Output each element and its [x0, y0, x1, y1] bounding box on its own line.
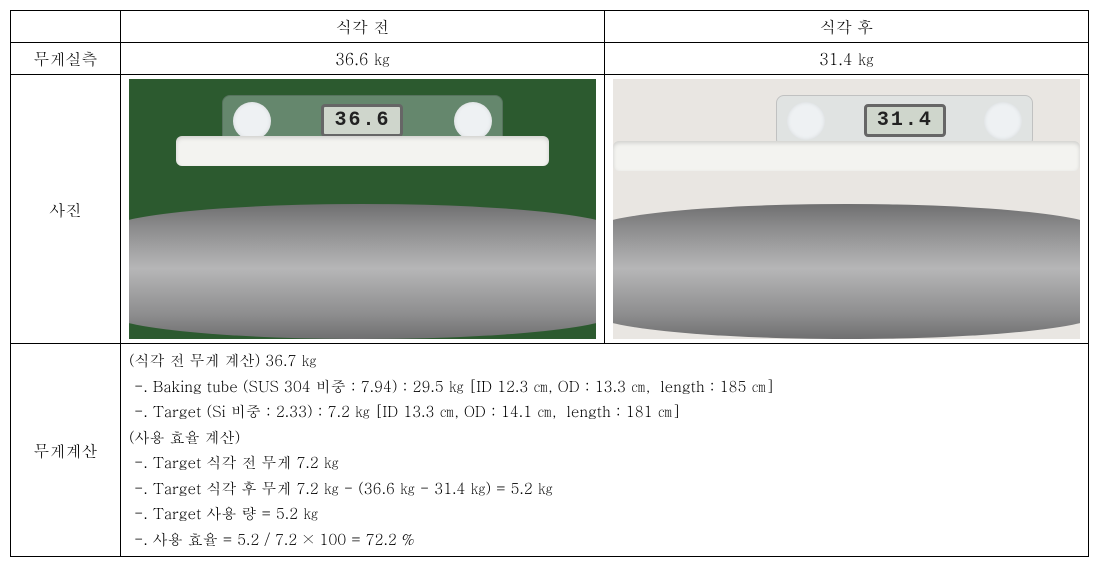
- calc-line: -. Target 식각 후 무게 7.2 ㎏ - (36.6 ㎏ - 31.4…: [129, 476, 1080, 502]
- scale-lcd-before: 36.6: [321, 104, 403, 137]
- calc-line: (사용 효율 계산): [129, 425, 1080, 451]
- header-blank: [11, 11, 121, 43]
- photo-after-cell: 31.4: [605, 75, 1089, 344]
- cylinder-tube: [129, 204, 596, 339]
- calc-row: 무게계산 (식각 전 무게 계산) 36.7 ㎏ -. Baking tube …: [11, 344, 1089, 557]
- calc-line: (식각 전 무게 계산) 36.7 ㎏: [129, 348, 1080, 374]
- photo-row-label: 사진: [11, 75, 121, 344]
- cylinder-tube: [613, 204, 1080, 339]
- photo-row: 사진 36.6 31.4: [11, 75, 1089, 344]
- calc-line: -. Target 식각 전 무게 7.2 ㎏: [129, 450, 1080, 476]
- scale-after: 31.4: [776, 95, 1033, 147]
- scale-lcd-after: 31.4: [864, 104, 946, 137]
- photo-after: 31.4: [613, 79, 1080, 339]
- calc-line: -. Target (Si 비중 : 2.33) : 7.2 ㎏ [ID 13.…: [129, 399, 1080, 425]
- photo-before: 36.6: [129, 79, 596, 339]
- header-before: 식각 전: [121, 11, 605, 43]
- scale-foot-icon: [233, 102, 271, 140]
- calc-line: -. Target 사용 량 = 5.2 ㎏: [129, 501, 1080, 527]
- scale-foot-icon: [787, 102, 825, 140]
- scale-foot-icon: [984, 102, 1022, 140]
- weight-row-label: 무게실측: [11, 43, 121, 75]
- foam-support: [613, 141, 1080, 171]
- header-after: 식각 후: [605, 11, 1089, 43]
- weight-measured-row: 무게실측 36.6 ㎏ 31.4 ㎏: [11, 43, 1089, 75]
- weight-after-value: 31.4 ㎏: [605, 43, 1089, 75]
- calc-line: -. 사용 효율 = 5.2 / 7.2 × 100 = 72.2 %: [129, 527, 1080, 553]
- foam-support: [176, 136, 550, 166]
- table-header-row: 식각 전 식각 후: [11, 11, 1089, 43]
- scale-foot-icon: [454, 102, 492, 140]
- photo-before-cell: 36.6: [121, 75, 605, 344]
- weight-before-value: 36.6 ㎏: [121, 43, 605, 75]
- calc-line: -. Baking tube (SUS 304 비중 : 7.94) : 29.…: [129, 374, 1080, 400]
- calc-cell: (식각 전 무게 계산) 36.7 ㎏ -. Baking tube (SUS …: [121, 344, 1089, 557]
- calc-row-label: 무게계산: [11, 344, 121, 557]
- comparison-table: 식각 전 식각 후 무게실측 36.6 ㎏ 31.4 ㎏ 사진 36.6: [10, 10, 1089, 557]
